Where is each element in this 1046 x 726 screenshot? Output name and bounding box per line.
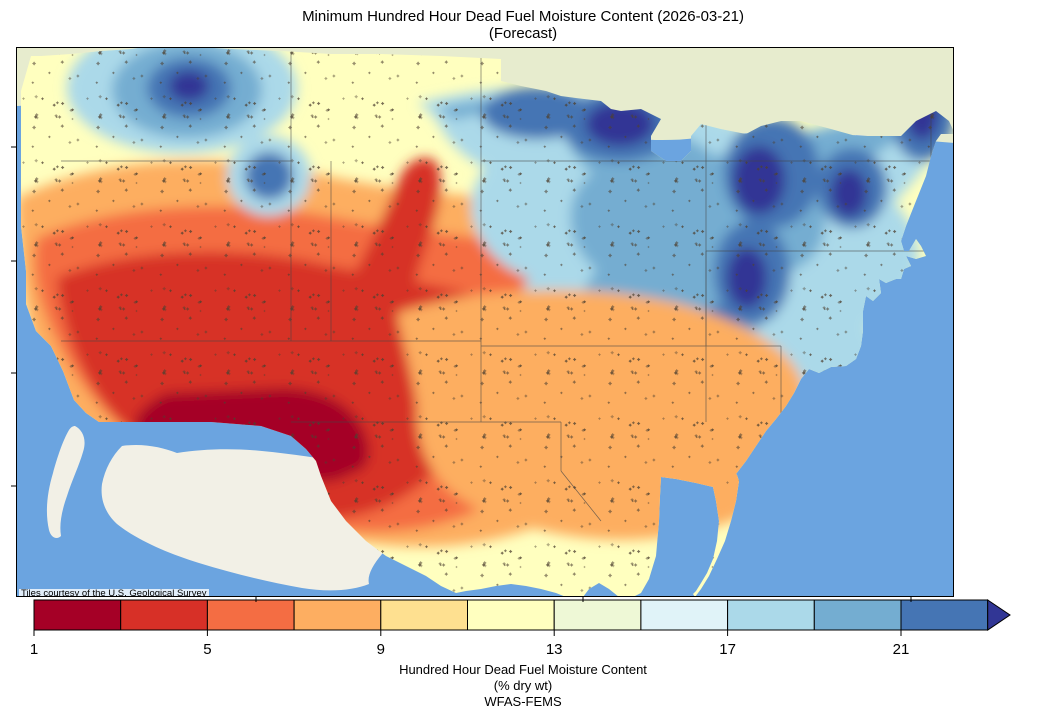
svg-text:13: 13 — [546, 641, 563, 658]
svg-text:1: 1 — [30, 641, 38, 658]
svg-text:17: 17 — [719, 641, 736, 658]
svg-text:21: 21 — [893, 641, 910, 658]
svg-text:9: 9 — [377, 641, 385, 658]
svg-text:5: 5 — [203, 641, 211, 658]
